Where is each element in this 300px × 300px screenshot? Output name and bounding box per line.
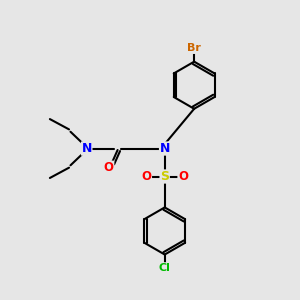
Text: O: O bbox=[104, 161, 114, 174]
Text: Br: Br bbox=[187, 44, 201, 53]
Text: O: O bbox=[142, 170, 152, 183]
Text: N: N bbox=[160, 142, 170, 155]
Text: S: S bbox=[160, 170, 169, 183]
Text: N: N bbox=[82, 142, 92, 155]
Text: Cl: Cl bbox=[159, 263, 171, 273]
Text: O: O bbox=[178, 170, 188, 183]
